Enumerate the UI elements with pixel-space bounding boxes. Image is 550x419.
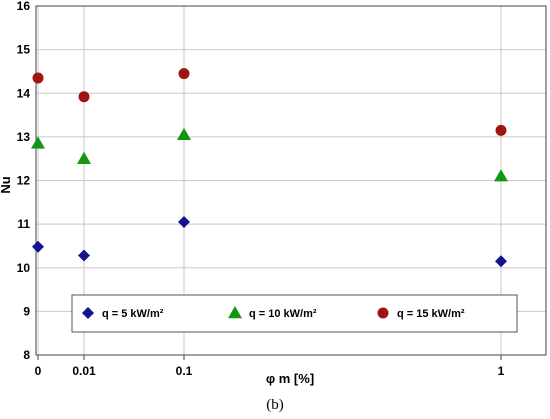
- y-tick-labels: 8 9 10 11 12 13 14 15 16: [17, 0, 31, 362]
- x-tick-label: 0.01: [72, 364, 96, 378]
- x-tick-labels: 0 0.01 0.1 1: [35, 364, 505, 378]
- y-tick-label: 16: [17, 0, 31, 13]
- x-tick-label: 0.1: [176, 364, 193, 378]
- data-point-series-2: [177, 127, 191, 140]
- legend-label-1: q = 5 kW/m²: [102, 308, 164, 320]
- data-point-series-3: [495, 124, 507, 136]
- nu-scatter-chart: 8 9 10 11 12 13 14 15 16 0 0.01 0.1 1 Nu φ m [%] q …: [0, 0, 547, 386]
- legend-box: [71, 294, 518, 333]
- data-point-series-2: [494, 169, 508, 182]
- legend-marker-3: [377, 307, 389, 319]
- legend: q = 5 kW/m² q = 10 kW/m² q = 15 kW/m²: [71, 294, 518, 333]
- data-point-series-2: [77, 151, 91, 164]
- legend-marker-1: [82, 307, 94, 319]
- y-tick-label: 9: [23, 304, 30, 318]
- data-point-series-1: [78, 249, 90, 262]
- y-tick-label: 13: [17, 130, 31, 144]
- panel-caption: (b): [266, 397, 284, 413]
- x-axis-label: φ m [%]: [266, 371, 314, 386]
- data-point-series-1: [178, 215, 190, 228]
- data-point-series-3: [78, 91, 90, 103]
- legend-items: q = 5 kW/m² q = 10 kW/m² q = 15 kW/m²: [82, 306, 465, 320]
- y-tick-label: 11: [17, 217, 30, 231]
- y-tick-label: 12: [17, 174, 31, 188]
- data-point-series-3: [32, 72, 44, 84]
- plot-area-frame: [35, 5, 547, 356]
- data-point-series-3: [178, 68, 190, 80]
- legend-label-2: q = 10 kW/m²: [249, 308, 317, 320]
- data-points: [31, 68, 508, 268]
- y-tick-label: 14: [17, 86, 31, 100]
- x-tick-label: 0: [35, 364, 42, 378]
- data-point-series-2: [31, 136, 45, 149]
- data-point-series-1: [32, 240, 44, 253]
- y-axis-label: Nu: [0, 176, 13, 193]
- data-point-series-1: [495, 255, 507, 268]
- y-tick-label: 10: [17, 261, 31, 275]
- x-tick-label: 1: [498, 364, 505, 378]
- y-tick-label: 15: [17, 43, 31, 57]
- legend-label-3: q = 15 kW/m²: [397, 308, 465, 320]
- legend-marker-2: [228, 306, 242, 319]
- y-tick-label: 8: [23, 348, 30, 362]
